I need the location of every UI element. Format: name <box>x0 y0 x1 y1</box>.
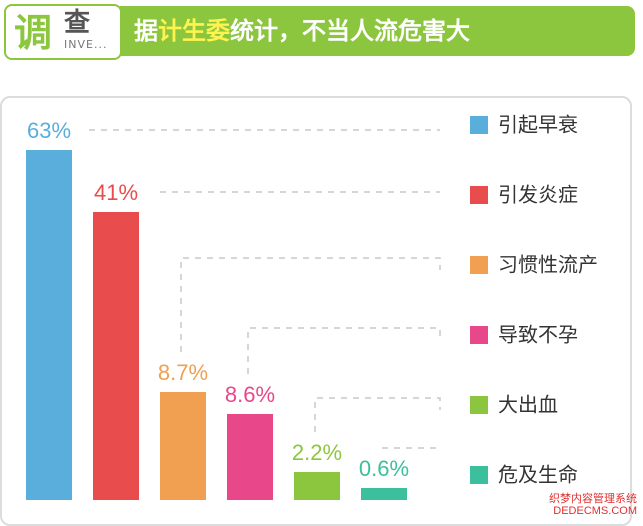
legend-item-5: 大出血 <box>470 389 558 419</box>
legend-item-3: 习惯性流产 <box>470 249 598 279</box>
legend-swatch-6 <box>470 465 488 484</box>
title-highlight: 计生委 <box>158 17 230 45</box>
header: 调 查 INVE... 据计生委统计，不当人流危害大 <box>0 0 643 72</box>
bar-6 <box>361 488 407 500</box>
bar-5 <box>294 472 340 500</box>
legend-swatch-1 <box>470 115 488 134</box>
leader-line-5 <box>314 397 441 432</box>
legend-swatch-5 <box>470 395 488 414</box>
title-suffix: 统计，不当人流危害大 <box>230 17 470 45</box>
legend-swatch-4 <box>470 325 488 344</box>
leader-line-3 <box>180 257 441 352</box>
legend-swatch-2 <box>470 185 488 204</box>
leader-line-4 <box>247 327 441 374</box>
legend-label-1: 引起早衰 <box>498 112 578 137</box>
survey-badge: 调 查 INVE... <box>4 4 122 60</box>
title-banner: 据计生委统计，不当人流危害大 <box>120 6 635 56</box>
bar-4 <box>227 414 273 500</box>
data-label-2: 41% <box>94 180 138 205</box>
page-title: 据计生委统计，不当人流危害大 <box>134 6 470 56</box>
data-label-6: 0.6% <box>359 456 409 481</box>
watermark-line2: DEDECMS.COM <box>553 505 637 517</box>
bar-3 <box>160 392 206 500</box>
legend-item-6: 危及生命 <box>470 459 578 489</box>
legend-label-6: 危及生命 <box>498 462 578 487</box>
bar-2 <box>93 212 139 500</box>
data-label-1: 63% <box>27 118 71 143</box>
badge-english: INVE... <box>64 38 108 51</box>
watermark: 织梦内容管理系统 DEDECMS.COM <box>549 493 637 517</box>
badge-sub-char: 查 <box>64 8 91 38</box>
title-prefix: 据 <box>134 17 158 45</box>
legend-swatch-3 <box>470 255 488 274</box>
badge-main-char: 调 <box>14 11 53 55</box>
legend-item-1: 引起早衰 <box>470 109 578 139</box>
legend-label-2: 引发炎症 <box>498 182 578 207</box>
data-label-4: 8.6% <box>225 382 275 407</box>
legend-item-4: 导致不孕 <box>470 319 578 349</box>
data-label-5: 2.2% <box>292 440 342 465</box>
legend-item-2: 引发炎症 <box>470 179 578 209</box>
watermark-line1: 织梦内容管理系统 <box>549 493 637 505</box>
legend-label-5: 大出血 <box>498 392 558 417</box>
data-label-3: 8.7% <box>158 360 208 385</box>
bar-1 <box>26 150 72 500</box>
legend-label-4: 导致不孕 <box>498 322 578 347</box>
legend-label-3: 习惯性流产 <box>498 252 598 277</box>
